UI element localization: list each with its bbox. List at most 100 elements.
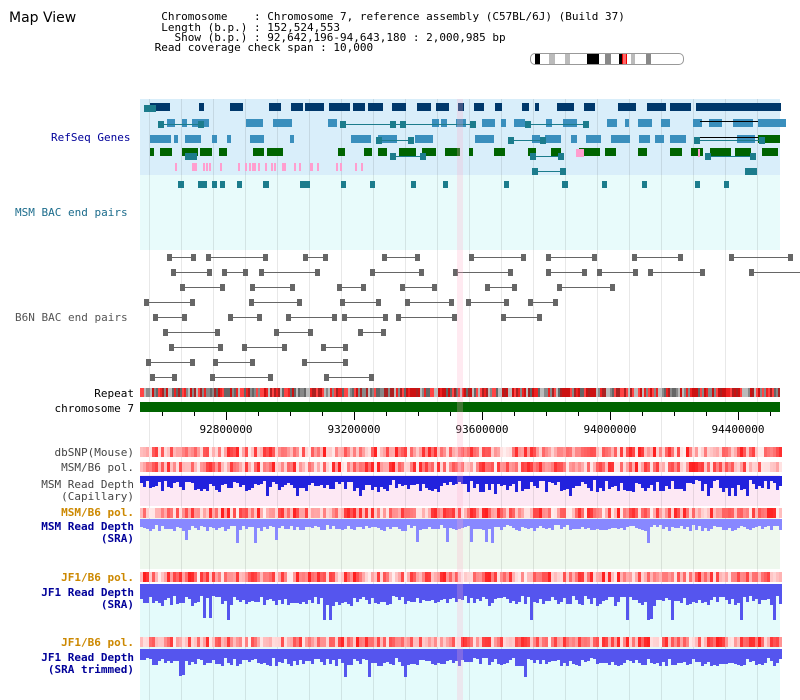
- repeat-track[interactable]: [140, 388, 780, 397]
- depth-bar: [377, 519, 380, 528]
- msm-bac-label[interactable]: MSM BAC end pairs: [15, 206, 128, 219]
- jf1-pol-label-2[interactable]: JF1/B6 pol.: [61, 636, 134, 649]
- heat-cell: [206, 447, 209, 457]
- heat-cell: [308, 637, 311, 647]
- heat-cell: [701, 462, 704, 472]
- repeat-segment: [694, 388, 696, 397]
- heat-cell: [149, 508, 152, 518]
- heat-cell: [740, 572, 743, 582]
- heat-cell: [647, 508, 650, 518]
- heat-cell: [455, 508, 458, 518]
- heat-cell: [398, 572, 401, 582]
- b6n-bac-end: [521, 254, 526, 261]
- heat-cell: [626, 447, 629, 457]
- depth-bar: [428, 649, 431, 661]
- heat-cell: [335, 572, 338, 582]
- heat-cell: [713, 462, 716, 472]
- heat-cell: [380, 572, 383, 582]
- heat-cell: [197, 508, 200, 518]
- repeat-segment: [428, 388, 430, 397]
- msm-depth-capillary-label[interactable]: MSM Read Depth: [41, 478, 134, 491]
- jf1-pol-track-2[interactable]: [140, 637, 782, 647]
- repeat-segment: [348, 388, 350, 397]
- refseq-gene: [655, 135, 664, 143]
- heat-cell: [593, 508, 596, 518]
- msm-depth-sra-label-2[interactable]: (SRA): [100, 532, 134, 545]
- jf1-pol-label[interactable]: JF1/B6 pol.: [61, 571, 134, 584]
- repeat-segment: [574, 388, 576, 397]
- depth-bar: [227, 476, 230, 489]
- b6n-bac-end: [546, 269, 551, 276]
- depth-bar: [218, 476, 221, 492]
- depth-bar: [647, 649, 650, 659]
- depth-bar: [614, 476, 617, 486]
- depth-bar: [602, 649, 605, 664]
- repeat-label[interactable]: Repeat: [94, 387, 134, 400]
- chromosome-ideogram[interactable]: [530, 53, 684, 65]
- refseq-genes-label[interactable]: RefSeq Genes: [51, 131, 131, 144]
- chromosome-label[interactable]: chromosome 7: [54, 402, 134, 415]
- heat-cell: [602, 572, 605, 582]
- heat-cell: [386, 508, 389, 518]
- repeat-segment: [424, 388, 426, 397]
- msm-b6-pol-track[interactable]: [140, 462, 782, 472]
- msm-b6-pol-label-2[interactable]: MSM/B6 pol.: [61, 506, 134, 519]
- depth-bar: [308, 476, 311, 486]
- msm-b6-pol-track-2[interactable]: [140, 508, 782, 518]
- heat-cell: [542, 462, 545, 472]
- msm-depth-sra-track[interactable]: [140, 519, 782, 543]
- jf1-depth-trim-track[interactable]: [140, 649, 782, 677]
- depth-bar: [473, 519, 476, 529]
- depth-bar: [512, 476, 515, 484]
- heat-cell: [341, 447, 344, 457]
- heat-cell: [614, 462, 617, 472]
- heat-cell: [566, 637, 569, 647]
- jf1-depth-sra-label-2[interactable]: (SRA): [100, 598, 134, 611]
- refseq-gene: [290, 135, 294, 143]
- heat-cell: [302, 572, 305, 582]
- depth-bar: [584, 649, 587, 662]
- depth-bar: [668, 584, 671, 600]
- jf1-depth-trim-label[interactable]: JF1 Read Depth: [41, 651, 134, 664]
- refseq-gene: [269, 103, 281, 111]
- heat-cell: [671, 462, 674, 472]
- heat-cell: [269, 572, 272, 582]
- depth-bar: [362, 476, 365, 491]
- depth-bar: [314, 584, 317, 598]
- depth-bar: [509, 519, 512, 526]
- msm-bac-end: [158, 121, 164, 128]
- msm-depth-capillary-label-2[interactable]: (Capillary): [61, 490, 134, 503]
- msm-depth-capillary-track[interactable]: [140, 476, 782, 496]
- msm-b6-pol-label[interactable]: MSM/B6 pol.: [61, 461, 134, 474]
- repeat-segment: [522, 388, 524, 397]
- depth-bar: [731, 476, 734, 488]
- refseq-gene: [535, 103, 539, 111]
- heat-cell: [779, 508, 782, 518]
- msm-bac-end: [376, 137, 382, 144]
- heat-cell: [458, 508, 461, 518]
- depth-bar: [293, 476, 296, 488]
- repeat-segment: [524, 388, 526, 397]
- jf1-pol-track[interactable]: [140, 572, 782, 582]
- jf1-depth-trim-label-2[interactable]: (SRA trimmed): [47, 663, 134, 676]
- depth-bar: [224, 649, 227, 659]
- depth-bar: [575, 476, 578, 486]
- depth-bar: [638, 519, 641, 529]
- heat-cell: [212, 572, 215, 582]
- repeat-segment: [352, 388, 354, 397]
- heat-cell: [326, 462, 329, 472]
- heat-cell: [623, 462, 626, 472]
- jf1-depth-sra-track[interactable]: [140, 584, 782, 620]
- chromosome-bar[interactable]: [140, 402, 780, 412]
- b6n-bac-pair: [250, 287, 290, 288]
- depth-bar: [599, 476, 602, 488]
- b6n-bac-label[interactable]: B6N BAC end pairs: [15, 311, 128, 324]
- dbsnp-label[interactable]: dbSNP(Mouse): [54, 446, 134, 459]
- msm-depth-sra-label[interactable]: MSM Read Depth: [41, 520, 134, 533]
- depth-bar: [311, 476, 314, 484]
- depth-bar: [569, 476, 572, 496]
- dbsnp-track[interactable]: [140, 447, 782, 457]
- jf1-depth-sra-label[interactable]: JF1 Read Depth: [41, 586, 134, 599]
- heat-cell: [515, 508, 518, 518]
- heat-cell: [161, 637, 164, 647]
